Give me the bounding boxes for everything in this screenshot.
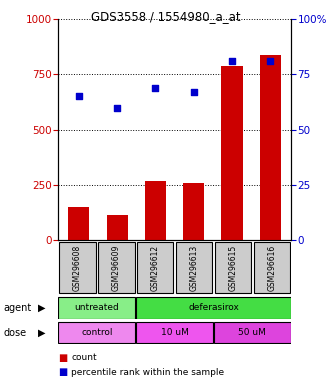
Text: 50 uM: 50 uM (238, 328, 266, 337)
Point (191, 89, 196, 95)
FancyBboxPatch shape (176, 242, 212, 293)
Bar (69, 207, 89, 240)
Bar (183, 183, 204, 240)
FancyBboxPatch shape (136, 296, 291, 319)
Point (153, 84, 158, 91)
Text: GSM296616: GSM296616 (267, 244, 276, 291)
FancyBboxPatch shape (59, 242, 96, 293)
Text: percentile rank within the sample: percentile rank within the sample (71, 368, 224, 377)
Bar (221, 66, 243, 240)
Text: ▶: ▶ (38, 303, 45, 313)
Text: ■: ■ (58, 353, 67, 363)
Text: count: count (71, 353, 97, 362)
Text: ▶: ▶ (38, 328, 45, 338)
Point (267, 58, 273, 64)
FancyBboxPatch shape (215, 242, 251, 293)
FancyBboxPatch shape (136, 321, 213, 344)
FancyBboxPatch shape (137, 242, 173, 293)
Point (76, 93, 82, 99)
Point (115, 104, 120, 111)
Text: 10 uM: 10 uM (161, 328, 189, 337)
FancyBboxPatch shape (58, 296, 135, 319)
Text: untreated: untreated (74, 303, 119, 312)
Text: deferasirox: deferasirox (188, 303, 239, 312)
Text: GSM296608: GSM296608 (73, 244, 82, 291)
Text: GSM296612: GSM296612 (151, 244, 160, 291)
FancyBboxPatch shape (254, 242, 290, 293)
FancyBboxPatch shape (98, 242, 134, 293)
Text: GDS3558 / 1554980_a_at: GDS3558 / 1554980_a_at (91, 10, 240, 23)
Text: GSM296609: GSM296609 (112, 244, 121, 291)
FancyBboxPatch shape (214, 321, 291, 344)
Bar (145, 182, 166, 240)
Bar (260, 55, 281, 240)
Text: dose: dose (3, 328, 26, 338)
Text: ■: ■ (58, 367, 67, 377)
Text: agent: agent (3, 303, 31, 313)
Text: GSM296615: GSM296615 (228, 244, 237, 291)
Text: control: control (81, 328, 113, 337)
FancyBboxPatch shape (58, 321, 135, 344)
Text: GSM296613: GSM296613 (190, 244, 199, 291)
Point (229, 58, 235, 64)
Bar (107, 215, 128, 240)
